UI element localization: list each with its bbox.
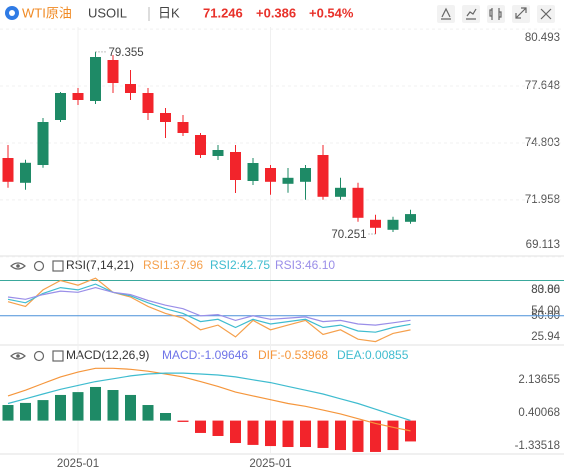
macd-bar bbox=[247, 420, 259, 445]
rsi-line bbox=[7, 277, 411, 343]
candle-body bbox=[317, 155, 329, 197]
logo-inner bbox=[9, 10, 15, 16]
candle-body bbox=[142, 93, 154, 113]
macd-bar bbox=[90, 386, 101, 421]
legend-entry: DEA:0.00855 bbox=[337, 348, 409, 362]
y-tick-label: 80.00 bbox=[531, 284, 560, 296]
macd-bar bbox=[195, 420, 206, 433]
tool-icon bbox=[489, 8, 502, 20]
macd-bar bbox=[55, 394, 66, 421]
candle-body bbox=[405, 214, 416, 222]
toolbar bbox=[437, 5, 555, 23]
macd-bar bbox=[107, 390, 119, 421]
x-tick-label: 2025-01 bbox=[57, 458, 99, 470]
box-icon[interactable] bbox=[52, 260, 64, 272]
legend-entry: RSI3:46.10 bbox=[275, 258, 335, 272]
tool-icon bbox=[540, 8, 552, 20]
candle-body bbox=[387, 219, 399, 230]
symbol: USOIL bbox=[88, 5, 127, 20]
candle-body bbox=[90, 57, 101, 101]
macd-bar bbox=[370, 420, 381, 452]
y-tick-label: 54.00 bbox=[531, 305, 560, 317]
gear-icon[interactable] bbox=[33, 260, 45, 272]
macd-bar bbox=[20, 402, 31, 421]
candle-body bbox=[20, 162, 31, 183]
tool-icon bbox=[515, 7, 527, 19]
low-annotation: 70.251 bbox=[331, 229, 366, 241]
candle-body bbox=[125, 84, 136, 93]
indicator-title: MACD(12,26,9) bbox=[66, 348, 149, 362]
period[interactable]: 日K bbox=[158, 5, 180, 20]
macd-bar bbox=[177, 420, 189, 422]
change-pct: +0.54% bbox=[309, 5, 354, 20]
tool-icon bbox=[441, 7, 451, 20]
candle-body bbox=[55, 93, 66, 120]
rsi-line bbox=[7, 286, 411, 326]
candle-body bbox=[265, 168, 276, 182]
eye-icon[interactable] bbox=[10, 352, 26, 360]
candle-body bbox=[212, 150, 224, 156]
eye-pupil bbox=[16, 264, 20, 268]
candle-body bbox=[37, 122, 49, 165]
macd-bar bbox=[2, 405, 14, 421]
macd-line bbox=[7, 367, 411, 432]
candle-body bbox=[2, 158, 14, 182]
macd-bar bbox=[352, 420, 364, 452]
box-icon[interactable] bbox=[52, 350, 64, 362]
y-tick-label: -1.33518 bbox=[515, 440, 560, 452]
macd-bar bbox=[212, 420, 224, 436]
macd-bar bbox=[300, 420, 311, 448]
high-annotation: 79.355 bbox=[109, 47, 144, 59]
y-tick-label: 69.113 bbox=[526, 239, 560, 251]
y-tick-label: 2.13655 bbox=[518, 374, 560, 386]
legend-entry: MACD:-1.09646 bbox=[162, 348, 248, 362]
gear-icon[interactable] bbox=[33, 350, 45, 362]
instrument-name: WTI原油 bbox=[22, 5, 72, 20]
candle-body bbox=[335, 187, 346, 197]
macd-line bbox=[7, 372, 411, 421]
candle-body bbox=[160, 113, 171, 122]
y-tick-label: 25.94 bbox=[531, 331, 560, 343]
candle-body bbox=[72, 93, 84, 100]
tool-button[interactable] bbox=[462, 5, 480, 23]
macd-bar bbox=[37, 400, 49, 421]
legend-entry: RSI1:37.96 bbox=[143, 258, 203, 272]
change: +0.386 bbox=[256, 5, 296, 20]
macd-bar bbox=[230, 420, 241, 444]
candle-body bbox=[177, 122, 189, 133]
candle-body bbox=[107, 60, 119, 83]
macd-bar bbox=[405, 420, 416, 442]
macd-bar bbox=[142, 405, 154, 421]
macd-bar bbox=[335, 420, 346, 451]
candle-body bbox=[300, 168, 311, 182]
y-tick-label: 83.86 bbox=[531, 284, 560, 296]
price: 71.246 bbox=[203, 5, 243, 20]
tool-icon bbox=[466, 8, 477, 20]
candle-body bbox=[352, 187, 364, 218]
eye-pupil bbox=[16, 354, 20, 358]
rsi-line bbox=[7, 283, 411, 333]
x-tick-label: 2025-01 bbox=[249, 458, 291, 470]
candle-body bbox=[370, 219, 381, 228]
y-tick-label: 80.493 bbox=[525, 32, 560, 44]
candle-body bbox=[282, 177, 294, 184]
macd-bar bbox=[282, 420, 294, 448]
legend-entry: DIF:-0.53968 bbox=[258, 348, 328, 362]
candle-body bbox=[247, 163, 259, 181]
eye-icon[interactable] bbox=[10, 262, 26, 270]
candle-body bbox=[230, 152, 241, 180]
macd-bar bbox=[317, 420, 329, 448]
candle-body bbox=[195, 135, 206, 155]
macd-bar bbox=[72, 392, 84, 421]
indicator-title: RSI(7,14,21) bbox=[66, 258, 134, 272]
legend-entry: RSI2:42.75 bbox=[210, 258, 270, 272]
y-tick-label: 0.40068 bbox=[518, 407, 560, 419]
macd-bar bbox=[265, 420, 276, 447]
macd-bar bbox=[387, 420, 399, 451]
macd-bar bbox=[160, 413, 171, 421]
macd-bar bbox=[125, 394, 136, 421]
